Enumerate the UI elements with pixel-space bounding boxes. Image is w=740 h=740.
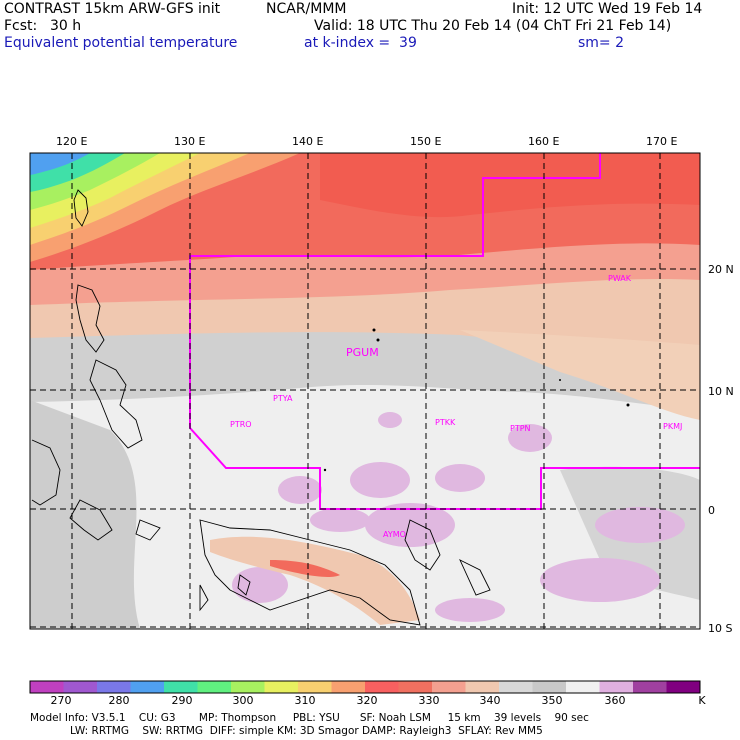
fcst-value: 30 h [50, 18, 82, 34]
station-ptya: PTYA [273, 394, 293, 403]
lat-label-20n: 20 N [708, 263, 734, 276]
scale-swatch [97, 681, 131, 693]
init-time: Init: 12 UTC Wed 19 Feb 14 [512, 1, 703, 17]
scale-label-340: 340 [479, 694, 501, 707]
org-label: NCAR/MMM [266, 1, 347, 17]
station-pwak: PWAK [608, 274, 632, 283]
scale-swatch [465, 681, 500, 693]
scale-swatch [566, 681, 600, 693]
scale-label-unit: K [698, 694, 706, 707]
valid-time: Valid: 18 UTC Thu 20 Feb 14 (04 ChT Fri … [314, 18, 672, 34]
model-title: CONTRAST 15km ARW-GFS init [4, 1, 221, 17]
map-field [30, 153, 700, 629]
station-aymo: AYMO [383, 530, 406, 539]
scale-swatch [666, 681, 701, 693]
station-ptpn: PTPN [510, 424, 531, 433]
lon-label-130e: 130 E [174, 135, 206, 148]
scale-swatch [63, 681, 98, 693]
field-name: Equivalent potential temperature [4, 35, 238, 51]
scale-swatch [298, 681, 332, 693]
scale-label-330: 330 [418, 694, 440, 707]
scale-swatch [130, 681, 165, 693]
scale-label-270: 270 [50, 694, 72, 707]
scale-swatch [633, 681, 667, 693]
lon-label-160e: 160 E [528, 135, 560, 148]
scale-label-300: 300 [232, 694, 254, 707]
scale-swatch [30, 681, 64, 693]
scale-swatch [499, 681, 533, 693]
scale-swatch [365, 681, 399, 693]
scale-label-320: 320 [356, 694, 378, 707]
lon-label-140e: 140 E [292, 135, 324, 148]
small-islands [323, 328, 630, 472]
color-scale-bar [29, 680, 701, 694]
lon-label-120e: 120 E [56, 135, 88, 148]
lon-label-170e: 170 E [646, 135, 678, 148]
fcst-label: Fcst: [4, 18, 38, 34]
scale-swatch [432, 681, 466, 693]
scale-swatch [398, 681, 433, 693]
scale-label-350: 350 [541, 694, 563, 707]
coastlines [31, 189, 491, 626]
lon-label-150e: 150 E [410, 135, 442, 148]
level-info: at k-index = 39 [304, 35, 417, 51]
station-pkmj: PKMJ [663, 422, 682, 431]
lat-label-10s: 10 S [708, 622, 733, 635]
lat-label-10n: 10 N [708, 385, 734, 398]
scale-label-310: 310 [294, 694, 316, 707]
smoothing-info: sm= 2 [578, 35, 625, 51]
scale-swatch [231, 681, 265, 693]
scale-swatch [164, 681, 198, 693]
model-info-line2: LW: RRTMG SW: RRTMG DIFF: simple KM: 3D … [70, 725, 543, 737]
lat-label-0: 0 [708, 504, 715, 517]
scale-swatch [264, 681, 299, 693]
scale-frame [29, 680, 701, 694]
scale-label-290: 290 [171, 694, 193, 707]
station-ptro: PTRO [230, 420, 252, 429]
scale-swatch [197, 681, 232, 693]
scale-swatch [532, 681, 567, 693]
model-info-line1: Model Info: V3.5.1 CU: G3 MP: Thompson P… [30, 712, 589, 724]
plot-frame [29, 152, 701, 630]
scale-swatch [331, 681, 366, 693]
latlon-grid [30, 153, 700, 629]
scale-label-360: 360 [604, 694, 626, 707]
station-ptkk: PTKK [435, 418, 456, 427]
station-pgum: PGUM [346, 346, 379, 359]
scale-swatch [599, 681, 634, 693]
subdomain-boundary [189, 153, 700, 510]
scale-label-280: 280 [108, 694, 130, 707]
